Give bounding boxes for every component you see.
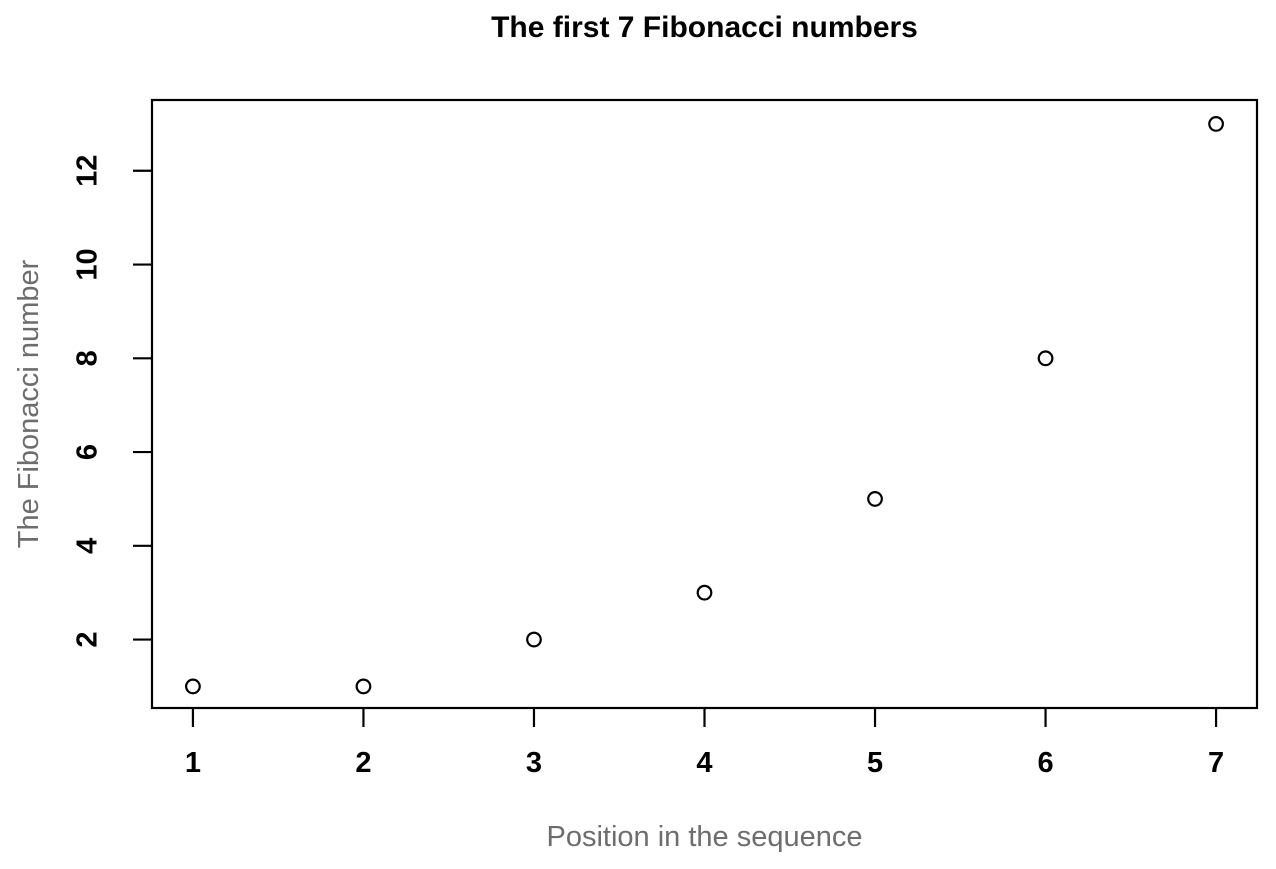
y-axis-tick-label: 12 — [72, 155, 104, 187]
y-axis-label: The Fibonacci number — [13, 259, 46, 549]
x-axis-tick-label: 5 — [867, 747, 883, 779]
x-axis-tick-label: 4 — [696, 747, 712, 779]
data-point-1 — [185, 678, 201, 695]
chart-title: The first 7 Fibonacci numbers — [491, 11, 918, 44]
plot-box — [150, 98, 1259, 710]
y-axis-tick-label: 10 — [72, 248, 104, 280]
data-point-7 — [1208, 116, 1224, 132]
y-axis-tick-label: 2 — [72, 631, 104, 647]
x-axis-label: Position in the sequence — [546, 821, 863, 853]
y-axis-tick-label: 6 — [72, 444, 104, 460]
data-point-3 — [526, 631, 542, 648]
x-axis-tick-label: 7 — [1208, 747, 1224, 779]
data-point-2 — [355, 678, 372, 695]
y-axis-tick-label: 8 — [72, 350, 104, 366]
data-point-5 — [867, 491, 883, 507]
x-axis-tick-label: 1 — [185, 747, 201, 779]
data-point-4 — [696, 584, 713, 601]
x-axis-tick-label: 3 — [526, 747, 542, 779]
x-axis-tick-label: 6 — [1037, 747, 1053, 779]
y-axis-tick-label: 4 — [72, 538, 104, 554]
data-point-6 — [1037, 350, 1054, 367]
x-axis-tick-label: 2 — [355, 747, 371, 779]
